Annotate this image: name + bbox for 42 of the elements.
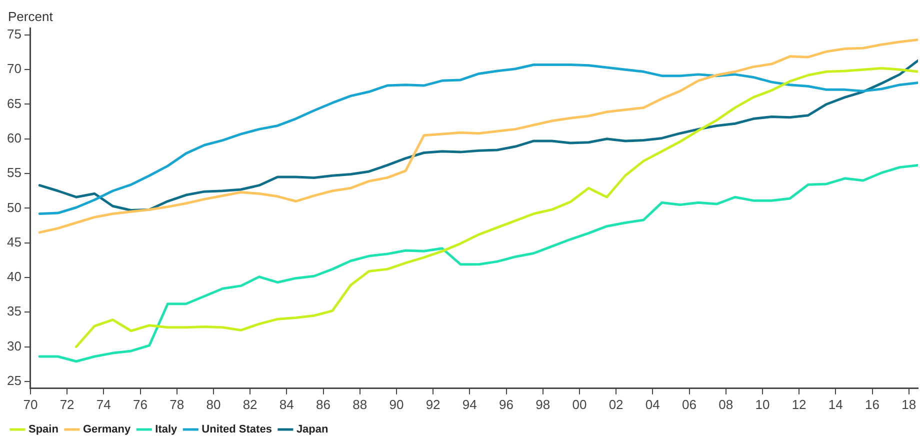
x-tick-label: 80: [206, 396, 221, 412]
x-tick-label: 04: [645, 396, 660, 412]
y-tick-label: 60: [6, 130, 22, 146]
x-tick-label: 84: [279, 396, 294, 412]
y-tick-label: 65: [6, 96, 22, 111]
y-tick-label: 30: [6, 338, 22, 354]
x-tick-label: 16: [865, 396, 880, 412]
x-tick-label: 10: [755, 396, 770, 412]
x-tick-label: 88: [352, 396, 368, 412]
x-tick-label: 78: [170, 396, 184, 412]
y-tick-label: 35: [6, 304, 22, 319]
x-tick-label: 76: [133, 396, 148, 412]
y-tick-label: 50: [6, 200, 22, 215]
x-tick-label: 72: [60, 396, 74, 412]
x-tick-label: 90: [389, 396, 404, 412]
x-tick-label: 96: [499, 396, 514, 412]
legend-label: United States: [202, 424, 272, 436]
legend-label: Germany: [82, 424, 132, 436]
legend-label: Spain: [28, 424, 59, 436]
x-tick-label: 00: [572, 396, 587, 412]
x-tick-label: 92: [426, 396, 440, 412]
y-tick-label: 25: [6, 373, 22, 388]
y-tick-label: 70: [6, 61, 22, 76]
x-tick-label: 06: [682, 396, 696, 412]
x-tick-label: 98: [536, 396, 550, 412]
x-tick-label: 82: [242, 396, 258, 412]
x-tick-label: 02: [608, 396, 624, 412]
legend-label: Italy: [155, 424, 178, 436]
y-axis-title: Percent: [8, 9, 54, 24]
y-tick-label: 45: [6, 234, 22, 250]
x-tick-label: 94: [462, 396, 477, 412]
x-tick-label: 08: [718, 396, 734, 412]
legend-label: Japan: [296, 424, 329, 436]
y-tick-label: 75: [6, 26, 22, 42]
x-tick-label: 74: [96, 396, 111, 412]
x-tick-label: 14: [828, 396, 843, 412]
x-tick-label: 12: [792, 396, 806, 412]
x-tick-label: 86: [316, 396, 330, 412]
y-tick-label: 40: [6, 269, 22, 284]
x-tick-label: 18: [902, 396, 916, 412]
y-tick-label: 55: [6, 165, 22, 180]
x-tick-label: 70: [23, 396, 38, 412]
